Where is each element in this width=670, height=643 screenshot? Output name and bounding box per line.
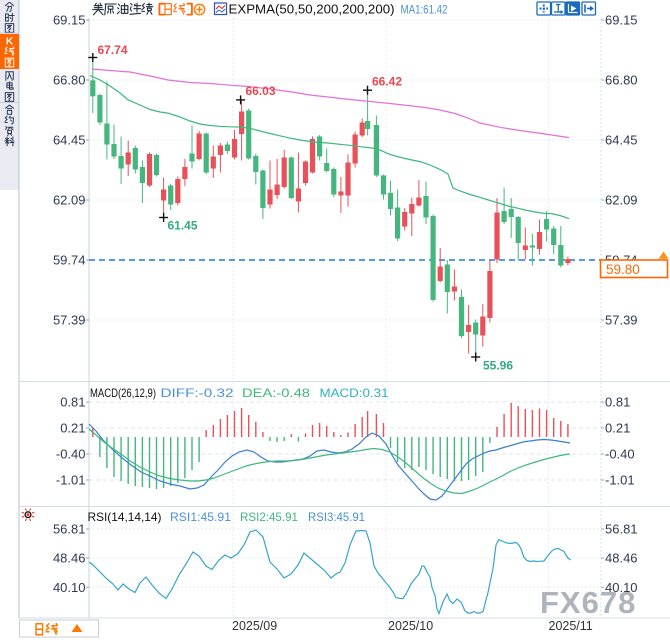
svg-text:69.15: 69.15 — [53, 13, 86, 28]
svg-text:-0.40: -0.40 — [56, 447, 86, 462]
svg-text:DEA:-0.48: DEA:-0.48 — [242, 386, 310, 400]
svg-text:59.80: 59.80 — [606, 262, 640, 277]
svg-text:61.45: 61.45 — [168, 219, 198, 233]
svg-text:MACD(26,12,9): MACD(26,12,9) — [90, 386, 156, 400]
svg-text:RSI2:45.91: RSI2:45.91 — [240, 510, 298, 524]
svg-text:59.74: 59.74 — [53, 253, 86, 268]
svg-text:62.09: 62.09 — [605, 193, 638, 208]
svg-text:K: K — [6, 37, 14, 48]
svg-text:66.42: 66.42 — [372, 75, 402, 89]
svg-text:RSI3:45.91: RSI3:45.91 — [308, 510, 365, 524]
svg-text:40.10: 40.10 — [605, 580, 638, 595]
svg-text:66.80: 66.80 — [53, 73, 86, 88]
svg-text:62.09: 62.09 — [53, 193, 86, 208]
svg-text:57.39: 57.39 — [605, 313, 638, 328]
svg-text:48.46: 48.46 — [605, 551, 638, 566]
svg-text:0.21: 0.21 — [60, 421, 85, 436]
svg-text:56.81: 56.81 — [605, 522, 638, 537]
svg-text:56.81: 56.81 — [53, 522, 86, 537]
svg-text:69.15: 69.15 — [605, 13, 638, 28]
svg-text:DIFF:-0.32: DIFF:-0.32 — [161, 386, 234, 400]
svg-text:2025/11: 2025/11 — [549, 619, 593, 633]
svg-text:66.80: 66.80 — [605, 73, 638, 88]
svg-text:MACD:0.31: MACD:0.31 — [320, 386, 389, 400]
svg-text:64.45: 64.45 — [53, 133, 86, 148]
svg-text:-1.01: -1.01 — [605, 473, 635, 488]
svg-text:48.46: 48.46 — [53, 551, 86, 566]
svg-text:-1.01: -1.01 — [56, 473, 86, 488]
svg-text:RSI1:45.91: RSI1:45.91 — [170, 510, 231, 524]
svg-text:0.21: 0.21 — [605, 421, 630, 436]
svg-text:0.81: 0.81 — [60, 395, 85, 410]
svg-text:66.03: 66.03 — [246, 84, 276, 98]
svg-text:57.39: 57.39 — [53, 313, 86, 328]
svg-text:MA1:61.42: MA1:61.42 — [401, 3, 448, 17]
svg-text:2025/10: 2025/10 — [388, 619, 433, 633]
svg-text:-0.40: -0.40 — [605, 447, 635, 462]
svg-text:67.74: 67.74 — [98, 43, 128, 57]
svg-text:55.96: 55.96 — [483, 359, 513, 373]
svg-text:RSI(14,14,14): RSI(14,14,14) — [88, 510, 162, 524]
svg-text:EXPMA(50,50,200,200,200): EXPMA(50,50,200,200,200) — [229, 3, 395, 17]
svg-text:0.81: 0.81 — [605, 395, 630, 410]
svg-text:2025/09: 2025/09 — [232, 619, 277, 633]
svg-text:64.45: 64.45 — [605, 133, 638, 148]
svg-text:FX678: FX678 — [540, 585, 636, 620]
svg-text:40.10: 40.10 — [53, 580, 86, 595]
